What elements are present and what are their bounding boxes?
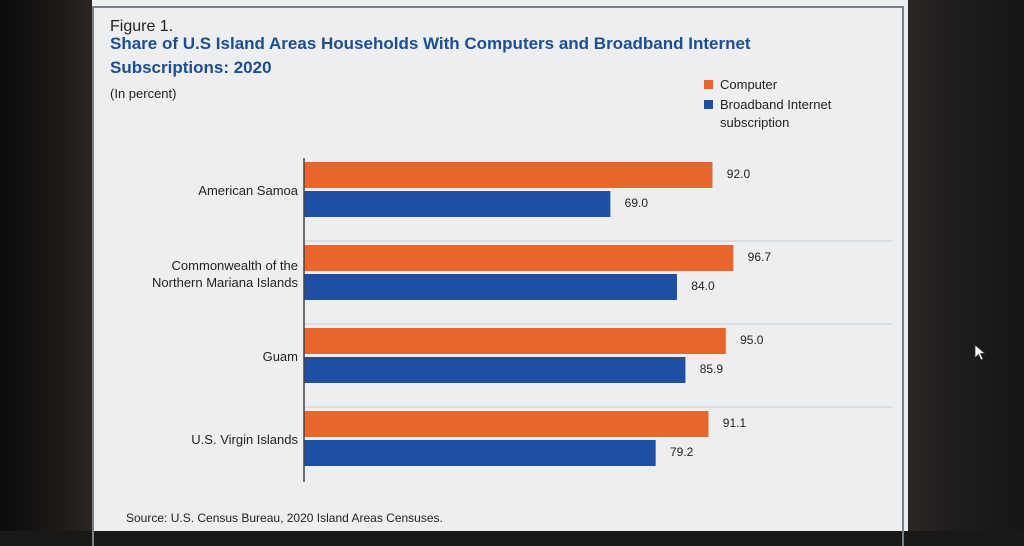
category-label: Northern Mariana Islands xyxy=(152,275,298,290)
figure-label: Figure 1. xyxy=(110,18,174,35)
data-label: 84.0 xyxy=(691,279,715,293)
data-label: 69.0 xyxy=(625,196,649,210)
bar-computer xyxy=(304,328,726,354)
legend-item-broadband: Broadband Internet subscription xyxy=(704,96,860,132)
legend-swatch-computer xyxy=(704,80,713,89)
chart-title: Share of U.S Island Areas Households Wit… xyxy=(110,34,751,77)
bar-chart: 92.0 69.0 American Samoa 96.7 84.0 Commonweal… xyxy=(152,158,892,482)
data-label: 92.0 xyxy=(727,167,751,181)
monitor-bezel-right xyxy=(908,0,1024,531)
bar-computer xyxy=(304,245,734,271)
legend-item-computer: Computer xyxy=(704,76,860,94)
mouse-cursor-icon xyxy=(974,344,987,361)
legend-label-computer: Computer xyxy=(720,77,778,92)
legend-label-broadband: Broadband Internet subscription xyxy=(720,97,832,130)
bar-computer xyxy=(304,162,713,188)
figure-frame xyxy=(92,6,904,546)
chart-subtitle: (In percent) xyxy=(110,86,177,101)
bar-broadband xyxy=(304,357,686,383)
data-label: 95.0 xyxy=(740,333,764,347)
data-label: 96.7 xyxy=(748,250,772,264)
bar-broadband xyxy=(304,191,611,217)
chart-legend: Computer Broadband Internet subscription xyxy=(704,76,860,134)
bar-broadband xyxy=(304,274,677,300)
figure-panel: Figure 1. Share of U.S Island Areas Hous… xyxy=(92,0,908,546)
monitor-bezel-left xyxy=(0,0,92,531)
bar-broadband xyxy=(304,440,656,466)
category-label: Commonwealth of the xyxy=(172,258,298,273)
bar-computer xyxy=(304,411,709,437)
category-label: American Samoa xyxy=(198,183,298,198)
category-label: U.S. Virgin Islands xyxy=(191,432,298,447)
data-label: 85.9 xyxy=(700,362,724,376)
category-label: Guam xyxy=(263,349,298,364)
data-label: 79.2 xyxy=(670,445,694,459)
source-note: Source: U.S. Census Bureau, 2020 Island … xyxy=(126,511,443,525)
data-label: 91.1 xyxy=(723,416,747,430)
legend-swatch-broadband xyxy=(704,100,713,109)
